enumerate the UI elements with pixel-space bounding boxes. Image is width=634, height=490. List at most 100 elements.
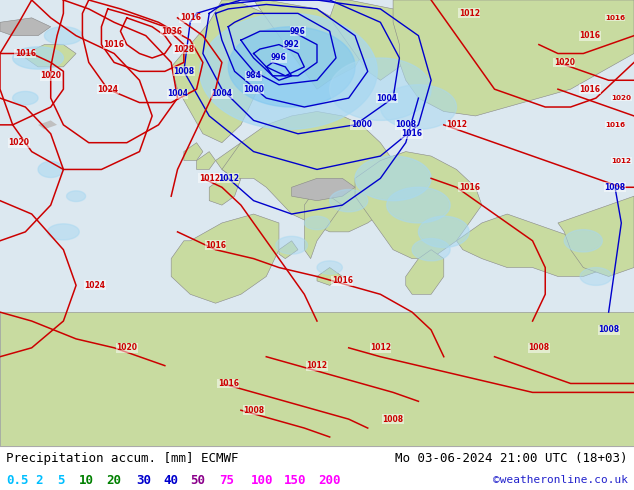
Text: Mo 03-06-2024 21:00 UTC (18+03): Mo 03-06-2024 21:00 UTC (18+03) bbox=[395, 452, 628, 465]
Polygon shape bbox=[317, 261, 342, 274]
Polygon shape bbox=[412, 239, 450, 261]
Polygon shape bbox=[38, 121, 57, 129]
Text: 75: 75 bbox=[219, 474, 234, 487]
Polygon shape bbox=[222, 112, 399, 232]
Text: 1016: 1016 bbox=[605, 122, 625, 128]
Polygon shape bbox=[355, 156, 431, 200]
Polygon shape bbox=[44, 27, 82, 45]
Text: 1016: 1016 bbox=[179, 13, 201, 23]
Text: 1016: 1016 bbox=[458, 183, 480, 192]
Polygon shape bbox=[216, 143, 254, 178]
Text: 1004: 1004 bbox=[211, 89, 233, 98]
Text: 50: 50 bbox=[190, 474, 205, 487]
Polygon shape bbox=[456, 214, 615, 276]
Polygon shape bbox=[228, 27, 355, 107]
Text: 2: 2 bbox=[35, 474, 42, 487]
Text: 1012: 1012 bbox=[446, 121, 467, 129]
Text: 1008: 1008 bbox=[382, 415, 404, 424]
Text: 30: 30 bbox=[136, 474, 152, 487]
Text: 1024: 1024 bbox=[97, 85, 119, 94]
Polygon shape bbox=[25, 45, 76, 67]
Text: 1016: 1016 bbox=[579, 31, 600, 40]
Text: 1024: 1024 bbox=[84, 281, 106, 290]
Polygon shape bbox=[171, 214, 279, 303]
Text: 1012: 1012 bbox=[370, 343, 391, 352]
Polygon shape bbox=[418, 216, 469, 247]
Text: Precipitation accum. [mm] ECMWF: Precipitation accum. [mm] ECMWF bbox=[6, 452, 239, 465]
Polygon shape bbox=[0, 312, 634, 446]
Text: 1016: 1016 bbox=[103, 40, 125, 49]
Text: 992: 992 bbox=[284, 40, 299, 49]
Text: 40: 40 bbox=[164, 474, 179, 487]
Text: 1008: 1008 bbox=[395, 121, 417, 129]
Text: 1016: 1016 bbox=[605, 15, 625, 21]
Polygon shape bbox=[393, 0, 634, 116]
Text: 1008: 1008 bbox=[243, 406, 264, 415]
Text: 150: 150 bbox=[284, 474, 306, 487]
Text: 1016: 1016 bbox=[205, 241, 226, 250]
Polygon shape bbox=[38, 161, 63, 177]
Text: 200: 200 bbox=[318, 474, 340, 487]
Polygon shape bbox=[387, 187, 450, 223]
Text: 10: 10 bbox=[79, 474, 94, 487]
Text: 1016: 1016 bbox=[401, 129, 423, 138]
Text: 1012: 1012 bbox=[198, 174, 220, 183]
Text: 1016: 1016 bbox=[15, 49, 36, 58]
Text: 1016: 1016 bbox=[579, 85, 600, 94]
Text: 984: 984 bbox=[245, 72, 262, 80]
Polygon shape bbox=[13, 92, 38, 105]
Text: 5: 5 bbox=[57, 474, 65, 487]
Polygon shape bbox=[330, 0, 418, 80]
Polygon shape bbox=[330, 58, 431, 121]
Polygon shape bbox=[304, 216, 330, 230]
Text: 1012: 1012 bbox=[217, 174, 239, 183]
Text: 1036: 1036 bbox=[160, 27, 182, 36]
Polygon shape bbox=[317, 268, 342, 285]
Polygon shape bbox=[380, 85, 456, 129]
Polygon shape bbox=[197, 151, 216, 170]
Polygon shape bbox=[292, 178, 355, 201]
Text: 1020: 1020 bbox=[116, 343, 138, 352]
Text: 1000: 1000 bbox=[351, 121, 372, 129]
Text: 1012: 1012 bbox=[306, 361, 328, 370]
Text: 20: 20 bbox=[107, 474, 122, 487]
Text: 996: 996 bbox=[271, 53, 287, 62]
Polygon shape bbox=[279, 241, 298, 259]
Polygon shape bbox=[48, 224, 79, 240]
Text: 1008: 1008 bbox=[528, 343, 550, 352]
Text: 1004: 1004 bbox=[376, 94, 398, 102]
Text: 1004: 1004 bbox=[167, 89, 188, 98]
Text: 1008: 1008 bbox=[173, 67, 195, 76]
Polygon shape bbox=[558, 196, 634, 276]
Text: 1020: 1020 bbox=[40, 72, 61, 80]
Polygon shape bbox=[330, 190, 368, 212]
Text: 100: 100 bbox=[250, 474, 273, 487]
Polygon shape bbox=[355, 151, 482, 259]
Text: ©weatheronline.co.uk: ©weatheronline.co.uk bbox=[493, 475, 628, 485]
Polygon shape bbox=[276, 236, 307, 254]
Text: 1012: 1012 bbox=[611, 157, 631, 164]
Text: 1000: 1000 bbox=[243, 85, 264, 94]
Text: 1008: 1008 bbox=[604, 183, 626, 192]
Polygon shape bbox=[0, 18, 51, 36]
Text: 1008: 1008 bbox=[598, 325, 619, 335]
Polygon shape bbox=[13, 47, 63, 69]
Text: 1020: 1020 bbox=[553, 58, 575, 67]
Text: 1012: 1012 bbox=[458, 9, 480, 18]
Polygon shape bbox=[184, 143, 203, 161]
Polygon shape bbox=[406, 250, 444, 294]
Polygon shape bbox=[67, 191, 86, 201]
Polygon shape bbox=[564, 230, 602, 252]
Text: 1020: 1020 bbox=[8, 138, 30, 147]
Polygon shape bbox=[209, 170, 241, 205]
Text: 1020: 1020 bbox=[611, 95, 631, 101]
Polygon shape bbox=[171, 0, 304, 143]
Polygon shape bbox=[304, 187, 342, 259]
Polygon shape bbox=[254, 0, 368, 89]
Text: 0.5: 0.5 bbox=[6, 474, 29, 487]
Polygon shape bbox=[580, 268, 612, 285]
Text: 1016: 1016 bbox=[332, 276, 353, 285]
Text: 1016: 1016 bbox=[217, 379, 239, 388]
Text: 1028: 1028 bbox=[173, 45, 195, 53]
Text: 996: 996 bbox=[290, 27, 306, 36]
